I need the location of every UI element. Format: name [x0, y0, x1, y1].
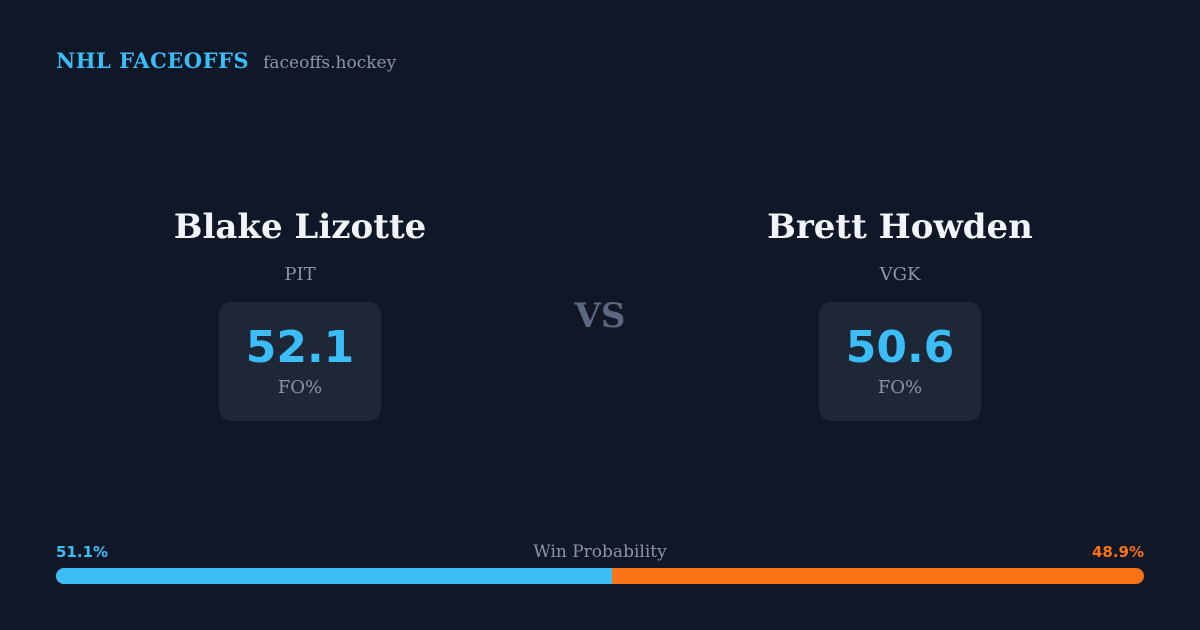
player-right-name: Brett Howden: [767, 207, 1033, 247]
player-left-team: PIT: [284, 264, 316, 285]
win-probability-left-pct: 51.1%: [56, 543, 109, 561]
player-right-column: Brett Howden VGK 50.6 FO%: [750, 210, 1050, 421]
win-probability-labels: 51.1% Win Probability 48.9%: [56, 543, 1144, 561]
win-probability-right-pct: 48.9%: [1091, 543, 1144, 561]
player-left-stat-label: FO%: [277, 377, 323, 398]
player-left-stat-card: 52.1 FO%: [219, 302, 381, 421]
player-right-stat-value: 50.6: [845, 322, 955, 373]
player-left-name: Blake Lizotte: [173, 207, 427, 247]
player-left-column: Blake Lizotte PIT 52.1 FO%: [150, 210, 450, 421]
win-probability-bar: [56, 568, 1144, 584]
brand-title: NHL FACEOFFS: [56, 48, 250, 73]
header: NHL FACEOFFS faceoffs.hockey: [56, 48, 396, 73]
win-probability-bar-left-segment: [56, 568, 612, 584]
player-right-stat-card: 50.6 FO%: [819, 302, 981, 421]
site-url: faceoffs.hockey: [263, 53, 397, 73]
player-right-stat-label: FO%: [877, 377, 923, 398]
vs-label: VS: [574, 296, 626, 336]
player-left-stat-value: 52.1: [245, 322, 355, 373]
player-right-team: VGK: [879, 264, 921, 285]
win-probability-title: Win Probability: [533, 542, 667, 562]
